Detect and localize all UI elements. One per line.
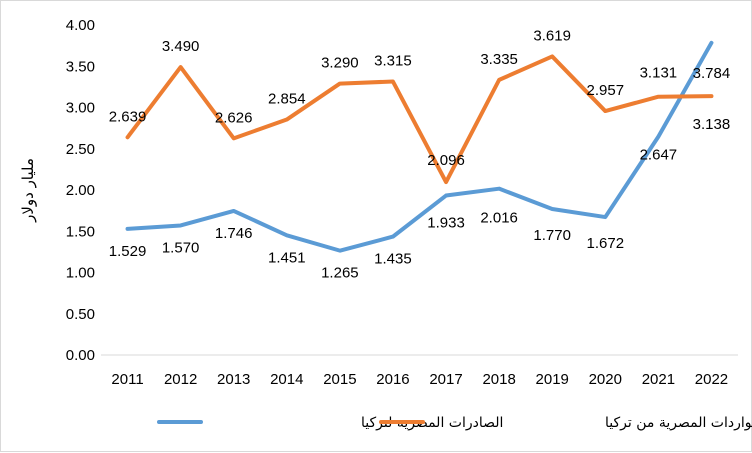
x-tick-label: 2015 — [323, 371, 356, 388]
data-label-exports: 1.672 — [587, 235, 625, 252]
x-tick-label: 2013 — [217, 371, 250, 388]
y-tick-label: 4.00 — [66, 17, 95, 34]
data-label-exports: 1.770 — [533, 227, 571, 244]
y-tick-label: 3.50 — [66, 58, 95, 75]
y-tick-label: 0.00 — [66, 347, 95, 364]
legend-label-exports: الصادرات المصرية لتركيا — [361, 415, 503, 431]
data-label-imports: 2.626 — [215, 109, 253, 126]
x-tick-label: 2018 — [482, 371, 515, 388]
data-label-imports: 3.315 — [374, 53, 412, 70]
x-tick-label: 2011 — [111, 371, 143, 388]
data-label-exports: 1.933 — [427, 215, 465, 232]
data-label-exports: 2.647 — [640, 147, 678, 164]
series-line-exports — [125, 40, 714, 253]
x-tick-label: 2012 — [164, 371, 197, 388]
x-tick-label: 2014 — [270, 371, 303, 388]
legend-label-imports: الواردات المصرية من تركيا — [605, 415, 752, 431]
data-label-exports: 3.784 — [693, 65, 731, 82]
data-label-imports: 2.639 — [109, 108, 147, 125]
data-label-imports: 2.957 — [587, 82, 625, 99]
data-label-imports: 3.335 — [480, 51, 518, 68]
x-tick-label: 2016 — [376, 371, 409, 388]
data-label-imports: 3.619 — [533, 27, 571, 44]
data-label-exports: 1.746 — [215, 225, 253, 242]
x-tick-label: 2020 — [589, 371, 622, 388]
data-label-imports: 3.490 — [162, 38, 200, 55]
data-label-imports: 3.290 — [321, 55, 359, 72]
y-tick-label: 2.50 — [66, 141, 95, 158]
data-label-imports: 3.131 — [640, 65, 678, 82]
data-label-exports: 2.016 — [480, 210, 518, 227]
series-line-imports — [125, 54, 714, 185]
x-tick-label: 2022 — [695, 371, 728, 388]
data-label-exports: 1.435 — [374, 251, 412, 268]
y-tick-label: 1.50 — [66, 223, 95, 240]
y-tick-label: 2.00 — [66, 182, 95, 199]
y-tick-label: 1.00 — [66, 265, 95, 282]
data-label-exports: 1.265 — [321, 265, 359, 282]
data-label-imports: 2.096 — [427, 152, 465, 169]
data-label-exports: 1.570 — [162, 239, 200, 256]
y-tick-label: 0.50 — [66, 306, 95, 323]
x-tick-label: 2021 — [642, 371, 675, 388]
data-label-exports: 1.529 — [109, 243, 147, 260]
y-tick-label: 3.00 — [66, 100, 95, 117]
data-label-imports: 3.138 — [693, 116, 731, 133]
x-tick-label: 2019 — [536, 371, 569, 388]
data-label-exports: 1.451 — [268, 249, 306, 266]
y-axis-title: مليار دولار — [19, 158, 37, 223]
x-tick-label: 2017 — [429, 371, 462, 388]
data-label-imports: 2.854 — [268, 91, 306, 108]
